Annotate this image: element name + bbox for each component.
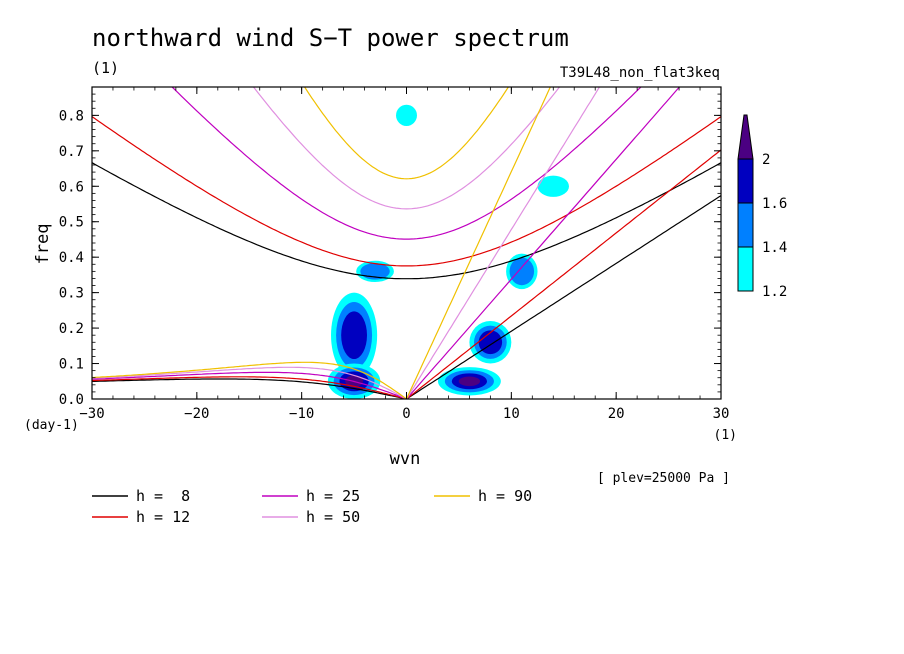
colorbar-label: 1.6	[762, 196, 787, 212]
legend: h = 8 h = 12 h = 25 h = 50 h = 90	[92, 487, 532, 526]
x-tick-label: −10	[289, 406, 314, 422]
pressure-level-note: [ plev=25000 Pa ]	[597, 471, 730, 486]
colorbar-segment	[737, 158, 754, 204]
legend-label: h = 25	[306, 487, 360, 505]
legend-label: h = 50	[306, 508, 360, 526]
dispersion-curve	[406, 87, 681, 399]
chart-subtitle-right: T39L48_non_flat3keq	[560, 65, 720, 81]
colorbar-segment	[737, 202, 754, 248]
legend-label: h = 90	[478, 487, 532, 505]
dispersion-curve	[92, 162, 721, 280]
power-region	[458, 376, 481, 387]
y-tick-label: 0.2	[59, 321, 84, 337]
chart-subtitle-left: (1)	[92, 59, 119, 77]
y-tick-label: 0.0	[59, 392, 84, 408]
dispersion-curve	[92, 361, 407, 399]
y-tick-label: 0.4	[59, 250, 84, 266]
dispersion-curve	[406, 149, 721, 399]
y-tick-label: 0.7	[59, 144, 84, 160]
x-tick-label: 0	[402, 406, 410, 422]
y-tick-label: 0.1	[59, 357, 84, 373]
colorbar-label: 2	[762, 152, 770, 168]
x-tick-label: 20	[608, 406, 625, 422]
x-tick-label: −30	[79, 406, 104, 422]
colorbar-label: 1.2	[762, 284, 787, 300]
power-region	[396, 104, 417, 127]
dispersion-curve	[92, 366, 407, 399]
dispersion-curve	[171, 87, 642, 240]
dispersion-curve	[303, 87, 510, 180]
colorbar: 1.2 1.4 1.6 2	[737, 114, 787, 300]
dispersion-curve	[405, 87, 551, 399]
colorbar-label: 1.4	[762, 240, 787, 256]
power-contour-fills	[327, 104, 569, 399]
y-tick-label: 0.5	[59, 215, 84, 231]
plot-frame	[91, 86, 722, 400]
legend-label: h = 8	[136, 487, 190, 505]
y-tick-label: 0.3	[59, 286, 84, 302]
y-tick-label: 0.8	[59, 108, 84, 124]
dispersion-curve	[92, 116, 721, 267]
dispersion-curve	[252, 87, 561, 210]
power-region	[341, 311, 367, 360]
y-axis-label: freq	[33, 224, 53, 265]
x-tick-label: 30	[713, 406, 730, 422]
x-axis: −30 −20 −10 0 10 20 30	[79, 87, 729, 422]
power-region	[537, 175, 569, 197]
legend-label: h = 12	[136, 508, 190, 526]
colorbar-segment	[737, 246, 754, 292]
dispersion-curve	[406, 195, 721, 399]
chart-title: northward wind S−T power spectrum	[92, 24, 569, 52]
dispersion-curve	[92, 376, 407, 399]
dispersion-curve	[92, 378, 407, 399]
x-tick-label: 10	[503, 406, 520, 422]
y-axis: 0.0 0.1 0.2 0.3 0.4 0.5 0.6 0.7 0.8	[59, 86, 721, 408]
x-axis-label: wvn	[390, 449, 421, 469]
dispersion-curves	[92, 87, 721, 399]
x-tick-label: −20	[184, 406, 209, 422]
dispersion-curve	[92, 371, 407, 399]
colorbar-extension	[737, 114, 754, 160]
dispersion-curve	[405, 87, 601, 399]
y-tick-label: 0.6	[59, 179, 84, 195]
y-axis-unit: (day-1)	[24, 418, 79, 433]
x-axis-unit: (1)	[714, 428, 737, 443]
power-region	[360, 263, 390, 280]
power-region	[509, 257, 535, 286]
